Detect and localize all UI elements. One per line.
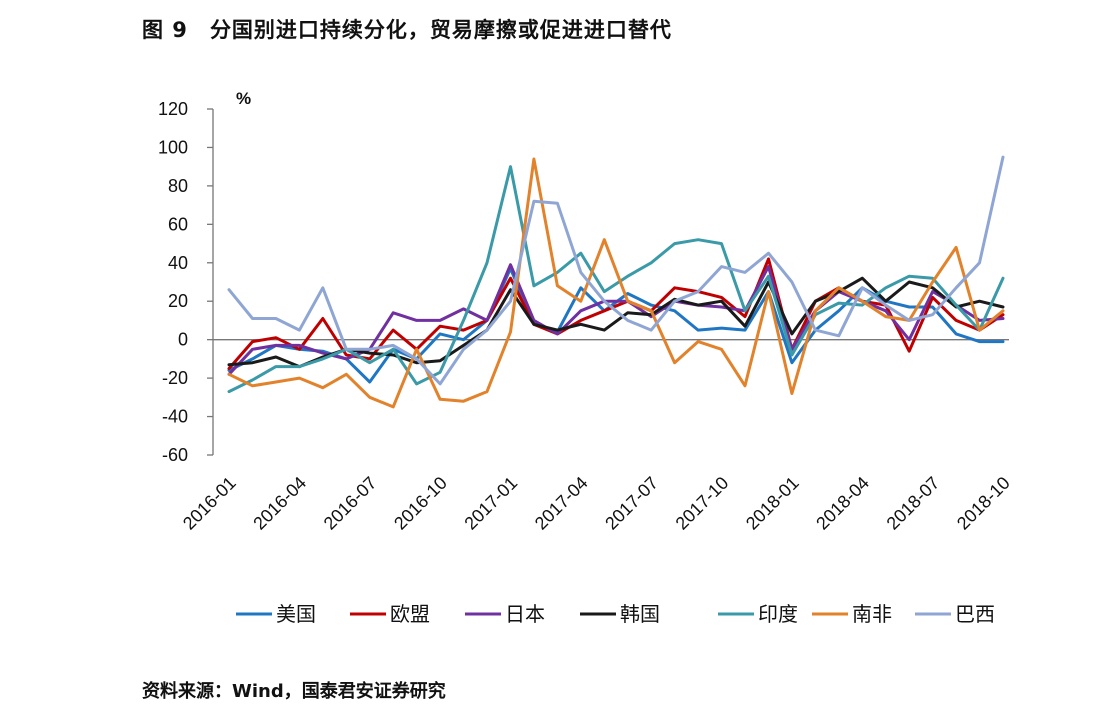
series-line-3 — [227, 263, 1005, 376]
y-axis-unit: % — [236, 89, 251, 108]
x-tick-label: 2017-04 — [531, 473, 592, 534]
x-tick-label: 2018-04 — [812, 473, 873, 534]
source-note: 资料来源：Wind，国泰君安证券研究 — [142, 681, 446, 702]
legend-label: 印度 — [758, 603, 798, 626]
series-line-7 — [227, 155, 1005, 386]
y-tick-label: 20 — [168, 291, 188, 311]
x-tick-label: 2017-01 — [460, 473, 521, 534]
x-tick-label: 2018-10 — [953, 473, 1014, 534]
y-tick-label: 80 — [168, 176, 188, 196]
y-tick-label: 0 — [178, 330, 188, 350]
y-tick-label: -20 — [162, 368, 188, 388]
legend-label: 南非 — [852, 603, 892, 626]
legend-label: 巴西 — [955, 604, 995, 626]
figure-title-text: 分国别进口持续分化，贸易摩擦或促进进口替代 — [209, 18, 672, 42]
y-tick-label: 120 — [158, 99, 188, 119]
x-tick-label: 2017-07 — [601, 473, 662, 534]
y-tick-label: -60 — [162, 445, 188, 465]
x-tick-label: 2018-07 — [883, 473, 944, 534]
figure-title: 图 9 分国别进口持续分化，贸易摩擦或促进进口替代 — [142, 14, 672, 44]
x-tick-label: 2016-07 — [320, 473, 381, 534]
y-tick-label: 100 — [158, 137, 188, 157]
legend-label: 欧盟 — [390, 603, 430, 626]
y-tick-label: -40 — [162, 407, 188, 427]
x-tick-label: 2016-01 — [179, 473, 240, 534]
legend-label: 韩国 — [620, 603, 660, 626]
series-line-6 — [227, 157, 1005, 409]
figure-number: 图 9 — [142, 18, 188, 42]
y-tick-label: 60 — [168, 214, 188, 234]
series-line-4 — [227, 276, 1005, 369]
x-tick-label: 2016-04 — [249, 473, 310, 534]
x-tick-label: 2017-10 — [672, 473, 733, 534]
legend-label: 美国 — [276, 603, 316, 626]
legend-label: 日本 — [505, 603, 545, 626]
x-tick-label: 2016-10 — [390, 473, 451, 534]
x-tick-label: 2018-01 — [742, 473, 803, 534]
y-tick-label: 40 — [168, 253, 188, 273]
